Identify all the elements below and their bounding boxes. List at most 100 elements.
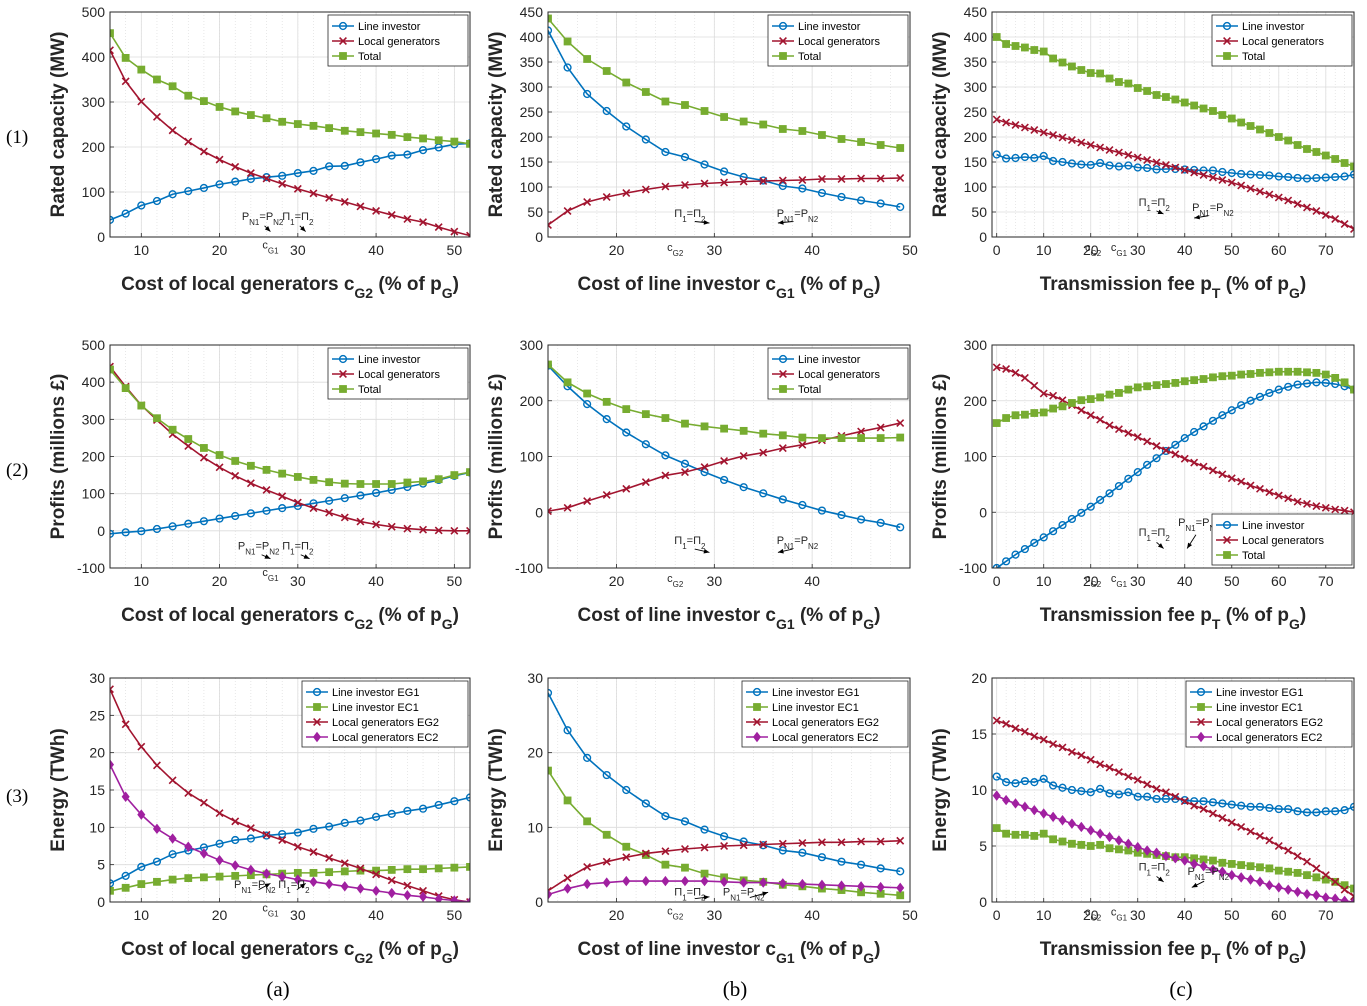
data-point — [583, 89, 592, 99]
arrow-head — [1191, 882, 1198, 888]
data-point — [434, 864, 443, 873]
data-point — [419, 218, 428, 227]
data-point — [1227, 869, 1236, 881]
y-tick-label: 150 — [964, 154, 988, 170]
y-tick-label: 15 — [971, 726, 987, 742]
data-point — [700, 422, 709, 431]
data-point — [1190, 376, 1199, 385]
chart-panel-2b: -100 0 100 200 300 20 30 40 Π1=Π2 PN1=PN2 cG2 Cost … — [486, 337, 911, 632]
x-tick-label: 40 — [1177, 907, 1193, 923]
data-point — [876, 423, 885, 432]
data-point — [1115, 78, 1123, 86]
legend-marker — [313, 718, 321, 726]
data-point — [798, 440, 807, 449]
data-point — [1030, 778, 1039, 787]
data-point — [137, 742, 146, 751]
chart-panel-2c: -1000100200300010203040506070Π1=Π2PN1=PN… — [930, 337, 1355, 632]
data-point — [231, 860, 240, 871]
data-point — [387, 865, 396, 874]
data-point — [1020, 776, 1030, 786]
data-point — [1274, 172, 1283, 181]
data-point — [340, 494, 349, 503]
data-point — [1209, 856, 1217, 865]
data-point — [1114, 768, 1123, 777]
data-point — [1096, 415, 1105, 424]
data-point — [356, 883, 365, 894]
data-point — [720, 842, 729, 850]
y-tick-label: 200 — [964, 393, 988, 409]
legend: Line investor Local generators Total — [767, 14, 909, 67]
data-point — [837, 175, 846, 183]
y-tick-label: 200 — [520, 129, 544, 145]
data-point — [1105, 489, 1114, 498]
data-point — [641, 799, 650, 808]
annotation-label: cG1 — [262, 903, 279, 919]
data-point — [1086, 395, 1095, 403]
data-point — [1096, 69, 1105, 78]
data-point — [152, 857, 162, 866]
data-point — [137, 97, 146, 106]
data-point — [1256, 187, 1264, 196]
data-point — [1255, 170, 1265, 180]
data-point — [309, 848, 318, 856]
data-point — [466, 468, 470, 477]
data-point — [418, 146, 428, 155]
data-point — [1293, 497, 1302, 506]
data-point — [152, 196, 162, 206]
data-point — [548, 507, 552, 516]
arrow-head — [762, 891, 769, 897]
data-point — [340, 513, 349, 522]
data-point — [1246, 802, 1255, 811]
data-point — [1133, 383, 1142, 392]
data-point — [778, 444, 787, 453]
chart-panel-1a: 0 100 200 300 400 500 10 20 30 40 50 PN1=PN2Π1=Π2cG… — [48, 4, 471, 301]
data-point — [1030, 832, 1039, 840]
data-point — [1218, 470, 1227, 479]
data-point — [121, 871, 130, 880]
data-point — [992, 824, 1001, 832]
data-point — [184, 789, 193, 797]
data-point — [121, 384, 130, 393]
data-point — [641, 185, 650, 194]
data-point — [602, 193, 611, 201]
x-tick-label: 30 — [1130, 242, 1146, 258]
data-point — [387, 480, 396, 488]
x-tick-label: 20 — [212, 573, 228, 589]
data-point — [278, 117, 287, 126]
data-point — [641, 440, 650, 449]
data-point — [661, 414, 670, 422]
annotation-label: PN1=PN2 — [1187, 866, 1229, 882]
data-point — [434, 136, 443, 145]
legend-marker — [1196, 731, 1206, 743]
x-tick-label: 70 — [1318, 907, 1334, 923]
data-point — [215, 451, 224, 459]
data-point — [680, 152, 690, 162]
data-point — [1331, 215, 1340, 223]
legend-marker — [339, 370, 347, 378]
data-point — [1227, 800, 1236, 809]
data-point — [278, 469, 287, 478]
data-point — [403, 865, 412, 874]
data-point — [1340, 885, 1349, 894]
x-tick-label: 10 — [1036, 573, 1052, 589]
data-point — [700, 160, 709, 169]
axes-box — [547, 344, 911, 569]
annotation-label: PN1=PN2 — [242, 211, 284, 227]
data-point — [1039, 408, 1048, 417]
y-axis-label: Profits (millions £) — [48, 374, 69, 540]
data-point — [1124, 838, 1133, 849]
data-point — [1077, 160, 1086, 169]
data-point — [1331, 155, 1340, 163]
data-point — [1086, 842, 1095, 850]
data-point — [1190, 801, 1199, 810]
data-point — [661, 812, 670, 821]
legend-marker — [778, 354, 788, 364]
annotation-label: cG2 — [667, 242, 684, 258]
data-point — [1067, 514, 1077, 524]
legend-marker — [1223, 551, 1231, 559]
data-point — [1039, 128, 1048, 137]
legend-label: Total — [798, 51, 821, 63]
data-point — [1255, 392, 1265, 401]
legend-label: Line investor — [358, 21, 421, 33]
data-point — [1218, 411, 1227, 420]
